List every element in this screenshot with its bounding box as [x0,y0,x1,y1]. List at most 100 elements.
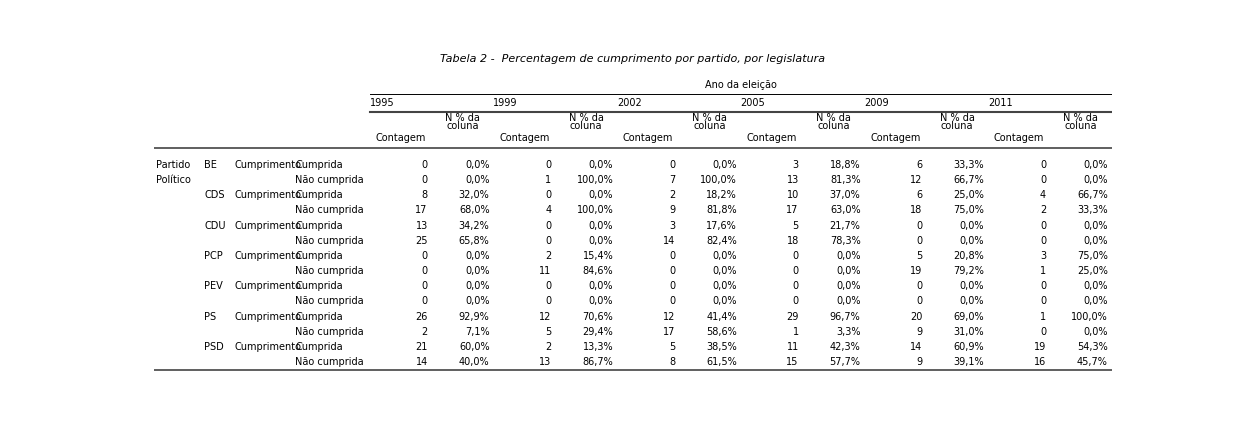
Text: N % da: N % da [568,113,604,123]
Text: 21,7%: 21,7% [830,221,861,230]
Text: 86,7%: 86,7% [583,357,614,367]
Text: 25,0%: 25,0% [1077,266,1108,276]
Text: 0: 0 [546,281,551,291]
Text: 0: 0 [916,281,923,291]
Text: 14: 14 [910,342,923,352]
Text: 13: 13 [415,221,427,230]
Text: 81,8%: 81,8% [706,206,737,215]
Text: Contagem: Contagem [871,133,920,143]
Text: 2002: 2002 [618,97,642,108]
Text: 25: 25 [415,236,427,246]
Text: 0,0%: 0,0% [960,236,984,246]
Text: 2005: 2005 [741,97,766,108]
Text: 0: 0 [916,221,923,230]
Text: 70,6%: 70,6% [583,311,614,322]
Text: 1995: 1995 [369,97,394,108]
Text: 0,0%: 0,0% [960,221,984,230]
Text: Contagem: Contagem [375,133,426,143]
Text: 13,3%: 13,3% [583,342,614,352]
Text: 81,3%: 81,3% [830,175,861,185]
Text: Cumprida: Cumprida [295,281,342,291]
Text: CDS: CDS [204,190,225,200]
Text: Não cumprida: Não cumprida [295,206,363,215]
Text: Não cumprida: Não cumprida [295,357,363,367]
Text: 0,0%: 0,0% [713,251,737,261]
Text: 0: 0 [669,296,676,306]
Text: 65,8%: 65,8% [459,236,489,246]
Text: 57,7%: 57,7% [830,357,861,367]
Text: 82,4%: 82,4% [706,236,737,246]
Text: 0: 0 [793,281,799,291]
Text: 19: 19 [910,266,923,276]
Text: 0,0%: 0,0% [960,281,984,291]
Text: 96,7%: 96,7% [830,311,861,322]
Text: Contagem: Contagem [746,133,797,143]
Text: 0: 0 [793,251,799,261]
Text: 31,0%: 31,0% [953,327,984,337]
Text: 0: 0 [669,160,676,170]
Text: 0,0%: 0,0% [1083,160,1108,170]
Text: 0,0%: 0,0% [1083,296,1108,306]
Text: 60,9%: 60,9% [953,342,984,352]
Text: 0,0%: 0,0% [589,221,614,230]
Text: Contagem: Contagem [622,133,673,143]
Text: Contagem: Contagem [994,133,1044,143]
Text: 38,5%: 38,5% [706,342,737,352]
Text: 92,9%: 92,9% [459,311,489,322]
Text: 10: 10 [787,190,799,200]
Text: Cumprimento: Cumprimento [235,251,301,261]
Text: 34,2%: 34,2% [459,221,489,230]
Text: PS: PS [204,311,216,322]
Text: PSD: PSD [204,342,224,352]
Text: coluna: coluna [818,121,850,131]
Text: 0: 0 [421,266,427,276]
Text: CDU: CDU [204,221,226,230]
Text: 1: 1 [1040,311,1046,322]
Text: 66,7%: 66,7% [953,175,984,185]
Text: 0,0%: 0,0% [713,281,737,291]
Text: 3,3%: 3,3% [836,327,861,337]
Text: coluna: coluna [1065,121,1097,131]
Text: 0,0%: 0,0% [466,281,489,291]
Text: 100,0%: 100,0% [1071,311,1108,322]
Text: 17,6%: 17,6% [706,221,737,230]
Text: 0,0%: 0,0% [589,296,614,306]
Text: 54,3%: 54,3% [1077,342,1108,352]
Text: 0,0%: 0,0% [1083,236,1108,246]
Text: Cumprida: Cumprida [295,160,342,170]
Text: 100,0%: 100,0% [577,175,614,185]
Text: 0,0%: 0,0% [1083,221,1108,230]
Text: 0: 0 [546,190,551,200]
Text: Contagem: Contagem [499,133,550,143]
Text: 12: 12 [663,311,676,322]
Text: Ano da eleição: Ano da eleição [705,80,777,90]
Text: N % da: N % da [1063,113,1098,123]
Text: 2: 2 [1040,206,1046,215]
Text: 1: 1 [1040,266,1046,276]
Text: 0,0%: 0,0% [589,160,614,170]
Text: 0: 0 [1040,327,1046,337]
Text: 17: 17 [663,327,676,337]
Text: 0,0%: 0,0% [1083,281,1108,291]
Text: 84,6%: 84,6% [583,266,614,276]
Text: 6: 6 [916,190,923,200]
Text: 75,0%: 75,0% [953,206,984,215]
Text: 0,0%: 0,0% [836,296,861,306]
Text: 9: 9 [916,357,923,367]
Text: 0,0%: 0,0% [466,251,489,261]
Text: 68,0%: 68,0% [459,206,489,215]
Text: 3: 3 [669,221,676,230]
Text: 5: 5 [793,221,799,230]
Text: 0,0%: 0,0% [836,251,861,261]
Text: 8: 8 [669,357,676,367]
Text: 11: 11 [540,266,551,276]
Text: 100,0%: 100,0% [577,206,614,215]
Text: 0,0%: 0,0% [1083,327,1108,337]
Text: 26: 26 [415,311,427,322]
Text: 0: 0 [421,175,427,185]
Text: Não cumprida: Não cumprida [295,266,363,276]
Text: 0,0%: 0,0% [713,160,737,170]
Text: PCP: PCP [204,251,222,261]
Text: coluna: coluna [941,121,973,131]
Text: 0,0%: 0,0% [589,236,614,246]
